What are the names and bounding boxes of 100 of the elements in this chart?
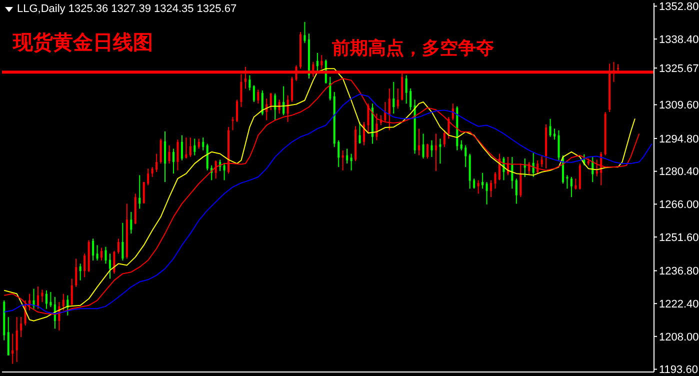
candlestick <box>286 94 289 123</box>
candlestick <box>482 172 484 190</box>
candlestick <box>84 253 86 278</box>
candlestick <box>147 168 150 186</box>
candlestick <box>16 316 18 362</box>
candlestick <box>350 153 352 171</box>
candlestick <box>578 163 581 190</box>
candlestick <box>418 128 420 156</box>
candlestick <box>130 211 132 234</box>
candlestick <box>164 130 166 183</box>
text: 现货黄金日线图 <box>13 29 153 56</box>
candlestick <box>329 76 332 101</box>
candlestick <box>358 122 361 144</box>
candlestick <box>596 159 598 177</box>
candlestick <box>574 178 577 190</box>
candlestick <box>257 89 260 104</box>
candlestick <box>549 118 552 138</box>
candlestick <box>363 122 366 146</box>
y-tick-label: 1294.80 <box>659 133 699 146</box>
candlestick <box>20 316 22 338</box>
candlestick <box>223 162 226 181</box>
candlestick <box>473 178 476 190</box>
candlestick <box>261 90 264 116</box>
candlestick <box>168 144 170 164</box>
y-tick-label: 1222.40 <box>659 298 699 310</box>
candlestick <box>316 52 318 72</box>
candlestick <box>430 140 433 158</box>
candlestick <box>96 244 98 261</box>
candlestick <box>460 140 462 151</box>
candlestick <box>443 130 446 148</box>
candlestick <box>12 333 14 364</box>
candlestick <box>554 128 556 140</box>
candlestick <box>426 143 429 160</box>
candlestick <box>214 160 217 180</box>
candlestick <box>172 148 174 174</box>
candlestick <box>448 116 450 140</box>
candlestick <box>384 101 386 123</box>
y-tick-label: 1325.67 <box>659 62 699 75</box>
candlestick <box>70 278 73 306</box>
candlestick <box>274 93 276 121</box>
candlestick <box>176 139 179 171</box>
y-tick-label: 1309.60 <box>659 100 699 112</box>
candlestick <box>566 174 568 190</box>
candlestick <box>180 134 183 161</box>
chart-subtitle: LLG,Daily 1325.36 1327.39 1324.35 1325.67 <box>17 3 237 15</box>
candlestick <box>346 148 348 164</box>
candlestick <box>108 253 111 280</box>
candlestick <box>434 133 437 172</box>
candlestick <box>104 246 107 264</box>
candlestick <box>282 86 285 116</box>
y-tick-label: 1338.40 <box>659 34 699 46</box>
candlestick <box>100 247 103 261</box>
candlestick <box>248 74 251 91</box>
candlestick <box>477 180 480 194</box>
candlestick <box>236 99 238 123</box>
candlestick <box>291 76 294 102</box>
candlestick <box>142 182 145 204</box>
candlestick <box>396 88 399 110</box>
candlestick <box>232 116 234 131</box>
candlestick <box>486 182 488 205</box>
candlestick <box>304 21 306 44</box>
y-tick-label: 1236.80 <box>659 266 699 278</box>
candlestick <box>270 92 272 111</box>
candlestick <box>62 293 64 311</box>
candlestick <box>388 88 390 131</box>
candlestick <box>189 137 192 158</box>
candlestick <box>490 180 492 198</box>
candlestick <box>405 74 408 104</box>
candlestick <box>410 88 412 111</box>
candlestick <box>41 289 44 302</box>
candlestick <box>558 130 560 161</box>
candlestick <box>515 178 518 204</box>
candlestick <box>198 138 200 150</box>
candlestick <box>422 133 424 160</box>
candlestick <box>79 263 82 281</box>
candlestick <box>117 238 120 254</box>
candlestick <box>160 138 162 164</box>
candlestick <box>439 138 442 164</box>
candlestick <box>151 166 154 178</box>
y-tick-label: 1251.60 <box>659 232 699 244</box>
candlestick <box>494 171 496 190</box>
candlestick <box>37 286 40 310</box>
y-tick-label: 1193.60 <box>659 364 698 376</box>
candlestick <box>511 156 514 190</box>
y-tick-label: 1266.00 <box>659 199 699 212</box>
candlestick <box>113 250 116 274</box>
y-tick-label: 1280.40 <box>659 166 699 178</box>
annotation: 前期高点，多空争夺 <box>332 37 494 60</box>
candlestick <box>464 144 467 168</box>
candlestick <box>92 238 94 261</box>
candlestick <box>185 137 188 160</box>
candlestick <box>75 258 78 288</box>
candlestick <box>45 290 48 310</box>
candlestick <box>338 140 340 168</box>
candlestick <box>138 174 141 210</box>
candlestick <box>194 138 196 156</box>
candlestick <box>320 54 323 70</box>
candlestick <box>50 291 52 308</box>
y-tick-label: 1352.80 <box>659 1 699 14</box>
candlestick <box>122 222 124 261</box>
